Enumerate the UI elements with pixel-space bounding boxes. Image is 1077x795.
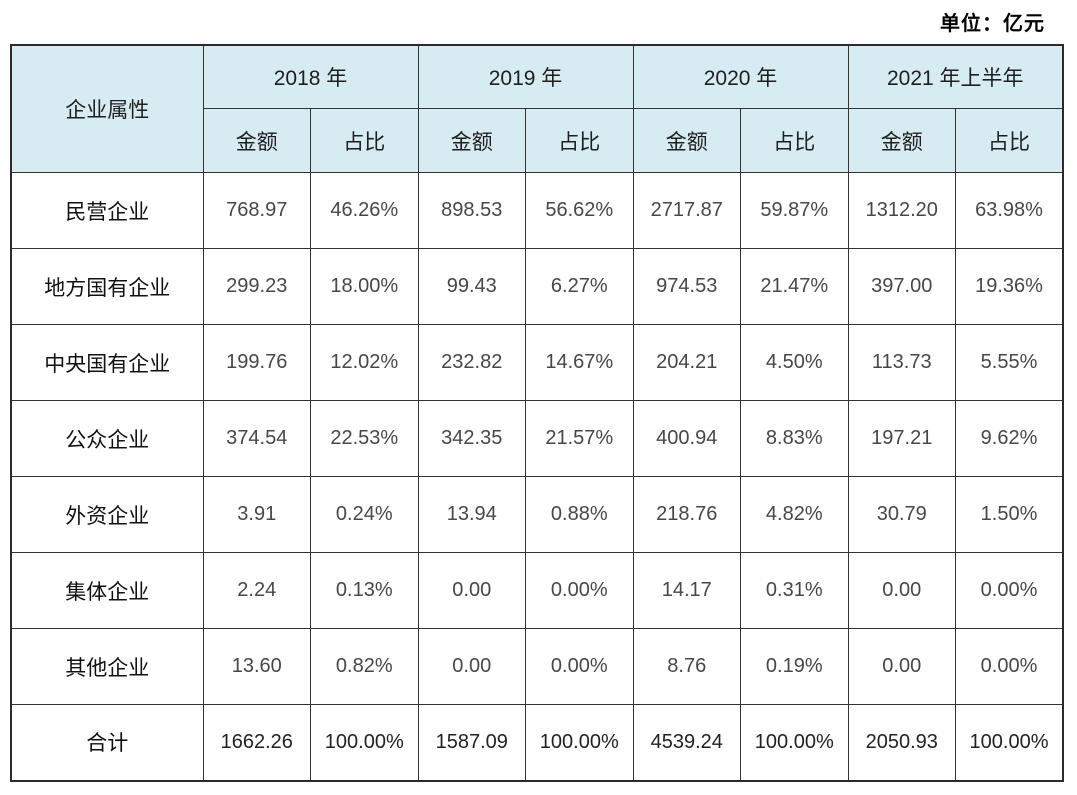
row-label: 外资企业 xyxy=(10,476,204,553)
data-cell: 0.00 xyxy=(417,628,526,705)
data-cell: 13.60 xyxy=(202,628,311,705)
data-cell: 100.00% xyxy=(525,704,634,781)
data-cell: 14.17 xyxy=(632,552,741,629)
data-cell: 232.82 xyxy=(417,324,526,401)
table-row-other: 其他企业 13.60 0.82% 0.00 0.00% 8.76 0.19% 0… xyxy=(10,628,1064,705)
row-label: 地方国有企业 xyxy=(10,248,204,325)
data-cell: 21.47% xyxy=(740,248,849,325)
data-cell: 218.76 xyxy=(632,476,741,553)
data-cell: 0.19% xyxy=(740,628,849,705)
data-cell: 0.24% xyxy=(310,476,419,553)
subheader-amount-2018: 金额 xyxy=(202,108,311,173)
year-header-2018: 2018 年 xyxy=(202,44,419,109)
year-header-2020: 2020 年 xyxy=(632,44,849,109)
data-cell: 30.79 xyxy=(847,476,956,553)
data-cell: 0.00% xyxy=(955,628,1064,705)
data-cell: 9.62% xyxy=(955,400,1064,477)
data-cell: 0.88% xyxy=(525,476,634,553)
data-cell: 0.00 xyxy=(847,628,956,705)
data-cell: 204.21 xyxy=(632,324,741,401)
data-cell: 0.00% xyxy=(525,628,634,705)
corner-header-cell: 企业属性 xyxy=(10,44,204,173)
data-cell: 56.62% xyxy=(525,172,634,249)
data-cell: 12.02% xyxy=(310,324,419,401)
data-cell: 0.00% xyxy=(955,552,1064,629)
data-cell: 14.67% xyxy=(525,324,634,401)
data-cell: 400.94 xyxy=(632,400,741,477)
data-cell: 1312.20 xyxy=(847,172,956,249)
data-cell: 974.53 xyxy=(632,248,741,325)
data-cell: 1662.26 xyxy=(202,704,311,781)
data-cell: 0.00 xyxy=(417,552,526,629)
subheader-amount-2020: 金额 xyxy=(632,108,741,173)
data-cell: 63.98% xyxy=(955,172,1064,249)
data-cell: 113.73 xyxy=(847,324,956,401)
data-cell: 0.31% xyxy=(740,552,849,629)
data-cell: 0.82% xyxy=(310,628,419,705)
data-cell: 19.36% xyxy=(955,248,1064,325)
data-cell: 6.27% xyxy=(525,248,634,325)
data-cell: 100.00% xyxy=(310,704,419,781)
year-header-2021h1: 2021 年上半年 xyxy=(847,44,1064,109)
data-cell: 199.76 xyxy=(202,324,311,401)
subheader-amount-2021h1: 金额 xyxy=(847,108,956,173)
data-cell: 59.87% xyxy=(740,172,849,249)
data-cell: 768.97 xyxy=(202,172,311,249)
data-cell: 3.91 xyxy=(202,476,311,553)
data-cell: 4.82% xyxy=(740,476,849,553)
data-cell: 22.53% xyxy=(310,400,419,477)
data-cell: 2050.93 xyxy=(847,704,956,781)
table-row-central-soe: 中央国有企业 199.76 12.02% 232.82 14.67% 204.2… xyxy=(10,324,1064,401)
data-cell: 4.50% xyxy=(740,324,849,401)
data-cell: 1587.09 xyxy=(417,704,526,781)
subheader-share-2019: 占比 xyxy=(525,108,634,173)
data-cell: 8.83% xyxy=(740,400,849,477)
data-cell: 46.26% xyxy=(310,172,419,249)
data-cell: 0.00% xyxy=(525,552,634,629)
data-cell: 397.00 xyxy=(847,248,956,325)
row-label: 集体企业 xyxy=(10,552,204,629)
data-cell: 0.00 xyxy=(847,552,956,629)
data-cell: 1.50% xyxy=(955,476,1064,553)
row-label: 中央国有企业 xyxy=(10,324,204,401)
table-row-collective: 集体企业 2.24 0.13% 0.00 0.00% 14.17 0.31% 0… xyxy=(10,552,1064,629)
data-cell: 374.54 xyxy=(202,400,311,477)
table-row-local-soe: 地方国有企业 299.23 18.00% 99.43 6.27% 974.53 … xyxy=(10,248,1064,325)
row-label: 公众企业 xyxy=(10,400,204,477)
row-label: 合计 xyxy=(10,704,204,781)
unit-label: 单位：亿元 xyxy=(940,13,1045,35)
measure-header-row: 金额 占比 金额 占比 金额 占比 金额 占比 xyxy=(11,108,1064,173)
row-label: 其他企业 xyxy=(10,628,204,705)
data-cell: 8.76 xyxy=(632,628,741,705)
subheader-share-2021h1: 占比 xyxy=(955,108,1064,173)
data-cell: 18.00% xyxy=(310,248,419,325)
data-cell: 2717.87 xyxy=(632,172,741,249)
subheader-amount-2019: 金额 xyxy=(417,108,526,173)
table-row-private: 民营企业 768.97 46.26% 898.53 56.62% 2717.87… xyxy=(10,172,1064,249)
data-cell: 100.00% xyxy=(955,704,1064,781)
data-cell: 0.13% xyxy=(310,552,419,629)
data-cell: 100.00% xyxy=(740,704,849,781)
data-cell: 21.57% xyxy=(525,400,634,477)
data-cell: 342.35 xyxy=(417,400,526,477)
row-label: 民营企业 xyxy=(10,172,204,249)
data-cell: 898.53 xyxy=(417,172,526,249)
subheader-share-2020: 占比 xyxy=(740,108,849,173)
data-cell: 299.23 xyxy=(202,248,311,325)
data-cell: 4539.24 xyxy=(632,704,741,781)
table-row-public: 公众企业 374.54 22.53% 342.35 21.57% 400.94 … xyxy=(10,400,1064,477)
enterprise-attribute-table: 企业属性 2018 年 2019 年 2020 年 2021 年上半年 金额 占… xyxy=(10,44,1064,782)
year-header-2019: 2019 年 xyxy=(417,44,634,109)
subheader-share-2018: 占比 xyxy=(310,108,419,173)
data-cell: 13.94 xyxy=(417,476,526,553)
data-cell: 5.55% xyxy=(955,324,1064,401)
table-row-total: 合计 1662.26 100.00% 1587.09 100.00% 4539.… xyxy=(10,704,1064,781)
year-header-row: 企业属性 2018 年 2019 年 2020 年 2021 年上半年 xyxy=(10,44,1064,173)
data-cell: 197.21 xyxy=(847,400,956,477)
table-row-foreign: 外资企业 3.91 0.24% 13.94 0.88% 218.76 4.82%… xyxy=(10,476,1064,553)
data-cell: 2.24 xyxy=(202,552,311,629)
data-cell: 99.43 xyxy=(417,248,526,325)
table-header: 企业属性 2018 年 2019 年 2020 年 2021 年上半年 金额 占… xyxy=(10,44,1064,173)
